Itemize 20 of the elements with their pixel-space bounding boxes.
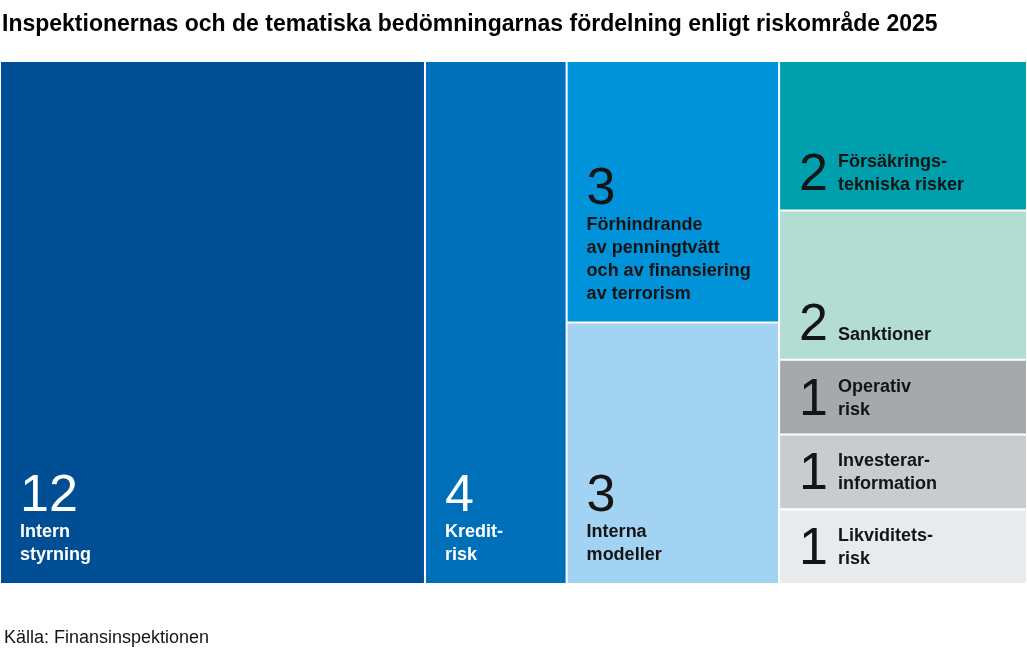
data-label: 1 [799,367,829,426]
data-label: 1 [799,517,829,575]
category-label: Kredit- risk [444,521,503,564]
category-label: Förhindrande av penningtvätt och av finansiering av terrorism [586,213,751,303]
data-label: 2 [799,292,829,351]
data-label: 4 [444,464,474,522]
data-label: 3 [586,464,616,522]
data-label: 2 [799,143,829,202]
text: Källa: Finansinspektionen [4,627,210,647]
data-label: 12 [20,464,78,522]
category-label: Investerar- information [838,450,938,494]
category-label: Operativ risk [838,375,912,419]
category-label: Försäkrings- tekniska risker [838,151,965,195]
text: Inspektionernas och de tematiska bedömningarnas fördelning enligt riskområde 2025 [2,10,938,36]
category-label: Sanktioner [838,323,932,344]
category-label: Intern styrning [20,521,92,564]
category-label: Likviditets- risk [838,525,934,568]
data-label: 1 [799,442,829,501]
data-label: 3 [586,156,616,215]
category-label: Interna modeller [586,521,662,564]
